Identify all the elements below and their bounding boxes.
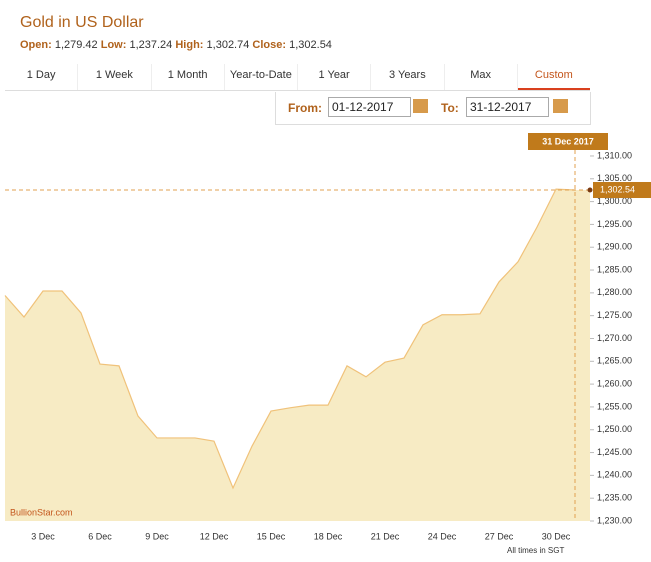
calendar-icon[interactable] <box>413 99 428 113</box>
y-tick-label: 1,290.00 <box>597 242 632 252</box>
y-tick-label: 1,230.00 <box>597 515 632 525</box>
x-tick-label: 6 Dec <box>88 531 112 541</box>
x-tick-label: 15 Dec <box>257 531 286 541</box>
close-tag <box>593 182 651 199</box>
x-tick-label: 3 Dec <box>31 531 55 541</box>
crosshair-label: 31 Dec 2017 <box>542 136 594 146</box>
y-tick-label: 1,260.00 <box>597 378 632 388</box>
tab[interactable]: 1 Year <box>298 64 372 90</box>
stat-label: Close: <box>252 39 287 51</box>
x-tick-label: 21 Dec <box>371 531 400 541</box>
stat-label: Open: <box>20 39 52 51</box>
stat-label: Low: <box>100 39 127 51</box>
from-label: From: <box>288 101 322 115</box>
y-tick-label: 1,255.00 <box>597 401 632 411</box>
x-tick-label: 9 Dec <box>145 531 169 541</box>
y-tick-label: 1,280.00 <box>597 287 632 297</box>
x-tick-label: 24 Dec <box>428 531 457 541</box>
stat-value: 1,237.24 <box>129 39 173 51</box>
tabs: 1 Day 1 Week 1 Month Year-to-Date 1 Year 3 Ye… <box>5 64 590 91</box>
y-tick-label: 1,300.00 <box>597 196 632 206</box>
stats: Open: 1,279.42 Low: 1,237.24 High: 1,302… <box>20 39 332 51</box>
tab[interactable]: 1 Month <box>152 64 225 90</box>
watermark: BullionStar.com <box>10 507 73 517</box>
stat-value: 1,279.42 <box>54 39 98 51</box>
to-input[interactable]: 31-12-2017 <box>466 97 549 117</box>
y-tick-label: 1,250.00 <box>597 424 632 434</box>
tab[interactable]: Custom <box>517 64 590 90</box>
y-tick-label: 1,305.00 <box>597 173 632 183</box>
tab[interactable]: Year-to-Date <box>225 64 298 90</box>
stat-label: High: <box>175 39 204 51</box>
tab[interactable]: 3 Years <box>371 64 445 90</box>
stat-value: 1,302.54 <box>289 39 332 51</box>
x-tick-label: 27 Dec <box>485 531 514 541</box>
x-tick-label: 18 Dec <box>314 531 343 541</box>
from-input[interactable]: 01-12-2017 <box>328 97 411 117</box>
to-label: To: <box>441 101 459 115</box>
line <box>4 188 576 490</box>
crosshair-tag <box>528 133 608 150</box>
stat-value: 1,302.74 <box>206 39 250 51</box>
x-tick-label: 12 Dec <box>200 531 229 541</box>
x-tick-label: 30 Dec <box>542 531 571 541</box>
calendar-icon[interactable] <box>553 99 568 113</box>
widget-title: Gold in US Dollar <box>20 14 144 31</box>
tab[interactable]: Max <box>445 64 518 90</box>
y-tick-label: 1,270.00 <box>597 333 632 343</box>
close-marker <box>587 187 593 193</box>
y-tick-label: 1,275.00 <box>597 310 632 320</box>
y-tick-label: 1,240.00 <box>597 470 632 480</box>
y-tick-label: 1,295.00 <box>597 219 632 229</box>
y-tick-label: 1,310.00 <box>597 150 632 160</box>
area <box>5 189 590 521</box>
y-tick-label: 1,285.00 <box>597 264 632 274</box>
y-tick-label: 1,235.00 <box>597 493 632 503</box>
close-label: 1,302.54 <box>600 184 635 194</box>
tab[interactable]: 1 Week <box>78 64 152 90</box>
y-tick-label: 1,245.00 <box>597 447 632 457</box>
date-range: From: 01-12-2017 To: 31-12-2017 <box>275 92 591 125</box>
y-tick-label: 1,265.00 <box>597 356 632 366</box>
note: All times in SGT <box>507 546 564 555</box>
tab[interactable]: 1 Day <box>5 64 79 90</box>
